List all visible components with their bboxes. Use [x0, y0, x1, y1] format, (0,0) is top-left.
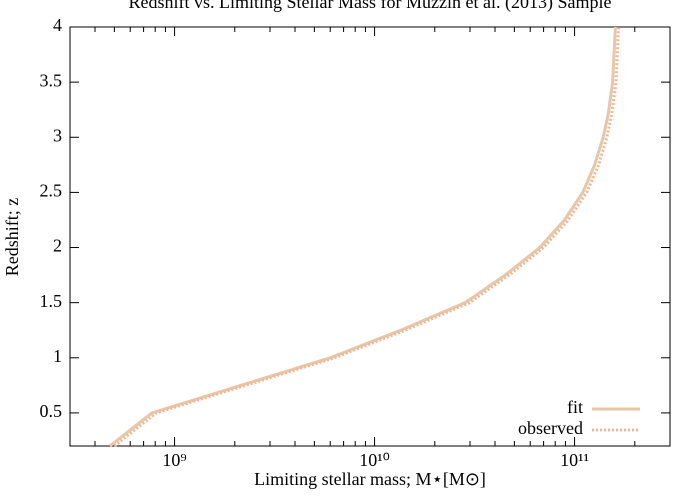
y-tick-label: 3	[53, 125, 62, 145]
x-tick-label: 10¹⁰	[359, 450, 390, 470]
y-tick-label: 3.5	[40, 70, 63, 90]
chart-title: Redshift vs. Limiting Stellar Mass for M…	[129, 0, 612, 13]
y-tick-label: 2.5	[40, 181, 63, 201]
series-line	[113, 26, 621, 448]
series-line	[108, 26, 617, 448]
y-tick-label: 1.5	[40, 291, 63, 311]
x-axis-label: Limiting stellar mass; M⋆[M⊙]	[254, 469, 486, 489]
x-tick-label: 10⁹	[162, 450, 186, 470]
x-tick-label: 10¹¹	[560, 450, 589, 470]
y-tick-label: 4	[53, 15, 62, 35]
legend-label: observed	[518, 418, 583, 438]
y-tick-label: 2	[53, 236, 62, 256]
plot-frame	[69, 26, 671, 447]
y-axis-label: Redshift; z	[2, 198, 22, 277]
y-tick-label: 1	[53, 346, 62, 366]
legend-label: fit	[567, 397, 583, 417]
y-tick-label: 0.5	[40, 401, 63, 421]
